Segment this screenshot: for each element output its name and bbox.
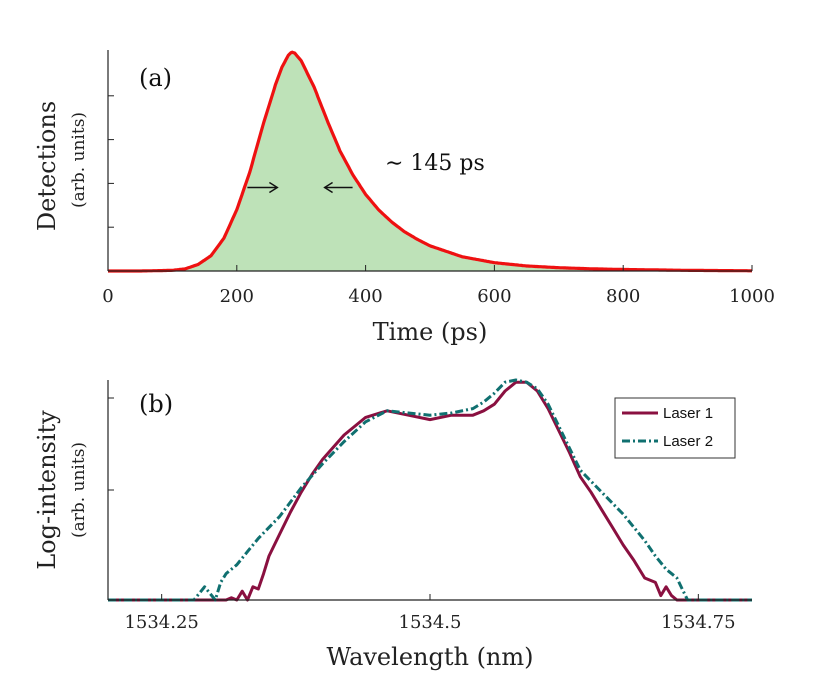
laser-2-line	[108, 378, 752, 602]
panel-a-label: (a)	[139, 64, 172, 92]
panel-a-axes	[107, 50, 752, 272]
panel-a-yticks	[108, 95, 114, 228]
legend: Laser 1 Laser 2	[614, 397, 736, 459]
fwhm-arrows	[247, 181, 353, 194]
panel-b-xticks: 1534.25 1534.5 1534.75	[124, 594, 736, 633]
panel-b-yticks	[108, 397, 114, 491]
panel-a-xtick-label: 800	[606, 286, 640, 307]
panel-b-xtick-label: 1534.75	[661, 612, 735, 633]
panel-b-xtick-label: 1534.25	[124, 612, 198, 633]
panel-a-xlabel: Time (ps)	[373, 318, 488, 346]
panel-b-ylabel: Log-intensity	[33, 410, 61, 570]
panel-a-xtick-label: 200	[220, 286, 254, 307]
panel-a-ylabel: Detections	[33, 101, 61, 231]
panel-a-xtick-label: 600	[477, 286, 511, 307]
legend-box	[614, 397, 736, 459]
pulse-fit-line	[108, 50, 752, 273]
panel-b-ylabel-units: (arb. units)	[69, 442, 89, 538]
panel-b-label: (b)	[139, 390, 173, 418]
laser-1-line	[108, 380, 752, 602]
panel-a-xtick-label: 0	[102, 286, 113, 307]
fwhm-left-arrowhead	[269, 181, 279, 194]
panel-a-xtick-label: 1000	[729, 286, 775, 307]
legend-laser-1-label: Laser 1	[663, 405, 713, 422]
panel-b-xtick-label: 1534.5	[399, 612, 462, 633]
panel-b: 1534.25 1534.5 1534.75 (b) Wavelength (nm)…	[33, 378, 752, 671]
panel-a-xtick-label: 400	[348, 286, 382, 307]
fwhm-right-arrowhead	[323, 181, 333, 194]
panel-a-xticks: 0 200 400 600 800 1000	[102, 265, 775, 307]
legend-laser-2-label: Laser 2	[663, 433, 713, 450]
fwhm-annotation: ∼ 145 ps	[385, 151, 485, 176]
panel-b-xlabel: Wavelength (nm)	[326, 643, 533, 671]
panel-a: 0 200 400 600 800 1000 (a) Time (ps) Detectio…	[33, 50, 775, 346]
panel-a-ylabel-units: (arb. units)	[69, 112, 89, 208]
